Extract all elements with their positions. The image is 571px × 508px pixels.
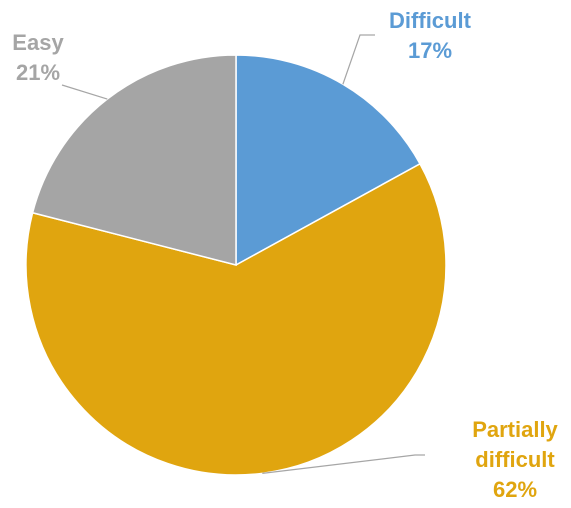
category-label: Easy: [12, 30, 64, 55]
value-label: 17%: [407, 38, 453, 63]
category-label: Difficult: [389, 8, 471, 33]
data-label: Easy 21%: [0, 28, 93, 88]
value-label: 21%: [15, 60, 61, 85]
leader-line: [342, 34, 375, 85]
data-label: Partially difficult 62%: [460, 415, 570, 505]
value-label: 62%: [492, 477, 538, 502]
leader-line: [61, 84, 108, 100]
pie-slice: [31, 54, 237, 266]
pie-slice: [25, 162, 447, 476]
category-label: Partially difficult: [472, 417, 558, 472]
data-label: Difficult 17%: [375, 6, 485, 66]
pie-slice: [235, 54, 422, 267]
leader-line: [262, 454, 425, 474]
